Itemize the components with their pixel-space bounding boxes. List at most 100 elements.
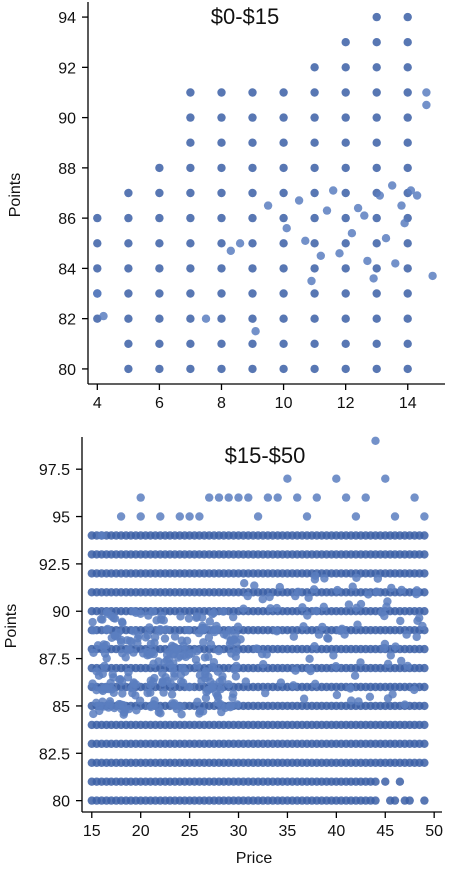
data-point (311, 571, 320, 580)
data-point (184, 614, 194, 623)
data-point (372, 88, 381, 97)
data-point (217, 314, 226, 323)
data-point (200, 623, 210, 633)
y-tick-label: 82.5 (39, 746, 70, 763)
data-point (213, 693, 223, 702)
data-point (175, 512, 184, 521)
data-point (310, 314, 319, 323)
data-point (400, 700, 409, 709)
data-point (403, 88, 412, 97)
data-point (329, 651, 338, 660)
data-point (262, 650, 271, 659)
data-point (88, 679, 97, 688)
data-point (236, 635, 245, 644)
data-point (217, 138, 226, 147)
data-point (335, 249, 344, 258)
data-point (314, 630, 324, 639)
data-point (93, 239, 102, 248)
data-point (422, 100, 431, 110)
data-point (341, 188, 350, 198)
data-point (341, 213, 350, 223)
data-point (352, 573, 361, 582)
data-point (413, 616, 422, 625)
panel-15-50: 15 20 25 30 35 40 45 50 80 82.5 85 87.5 90 92.5 95 97.5… (3, 436, 443, 867)
y-tick-label: 86 (58, 211, 76, 228)
data-point (372, 289, 381, 298)
data-point (311, 679, 320, 688)
data-point (124, 339, 133, 348)
data-point (158, 678, 167, 687)
data-point (381, 234, 391, 243)
data-point (155, 163, 164, 173)
data-point (89, 648, 98, 657)
data-point (143, 631, 152, 640)
data-point (227, 649, 236, 658)
data-point (410, 493, 419, 502)
data-point (217, 364, 226, 374)
data-point (341, 289, 350, 298)
data-point (391, 642, 400, 651)
x-tick-label: 8 (217, 395, 226, 412)
data-point (155, 264, 164, 273)
data-point (333, 585, 342, 595)
data-point (311, 606, 321, 616)
data-point (332, 474, 341, 483)
data-point (248, 188, 257, 198)
data-point (243, 591, 252, 601)
data-point (146, 702, 155, 712)
data-point (272, 627, 281, 636)
data-point (372, 364, 381, 374)
data-point (279, 339, 288, 348)
data-point (309, 585, 319, 594)
data-point (310, 264, 319, 273)
chart-title: $0-$15 (211, 4, 280, 29)
data-point (248, 213, 257, 223)
data-point (150, 633, 160, 642)
data-point (185, 512, 194, 521)
y-tick-label: 95 (52, 510, 70, 527)
data-point (195, 512, 204, 521)
data-point (167, 690, 177, 699)
data-point (235, 239, 245, 248)
data-point (160, 634, 170, 643)
data-point (372, 314, 381, 323)
data-point (215, 677, 224, 686)
data-point (420, 607, 429, 616)
data-point (124, 239, 133, 248)
data-point (99, 311, 108, 321)
data-point (155, 364, 164, 374)
data-point (102, 625, 111, 635)
data-point (331, 662, 341, 671)
data-point (341, 38, 350, 47)
data-point (176, 670, 186, 679)
data-point (412, 590, 421, 599)
data-point (322, 206, 332, 215)
data-point (252, 644, 261, 653)
data-point (229, 612, 238, 622)
y-tick-label: 92 (58, 60, 76, 77)
data-point (363, 256, 372, 266)
data-point (125, 636, 135, 646)
data-point (301, 236, 310, 245)
data-point (89, 626, 98, 635)
data-point (258, 595, 267, 604)
data-point (332, 690, 342, 700)
data-point (310, 642, 319, 651)
data-point (273, 493, 282, 502)
data-point (263, 493, 273, 502)
data-point (305, 654, 314, 663)
x-tick-label: 20 (132, 823, 150, 840)
data-point (380, 639, 390, 649)
data-point (364, 590, 373, 599)
data-point (377, 608, 386, 617)
data-point (118, 618, 127, 628)
data-point (341, 314, 350, 323)
data-point (420, 663, 429, 673)
data-point (347, 696, 356, 705)
data-point (420, 512, 429, 521)
data-point (341, 163, 350, 173)
data-point (354, 697, 363, 706)
data-point (420, 701, 429, 711)
data-point (372, 239, 381, 248)
data-point (405, 796, 414, 805)
